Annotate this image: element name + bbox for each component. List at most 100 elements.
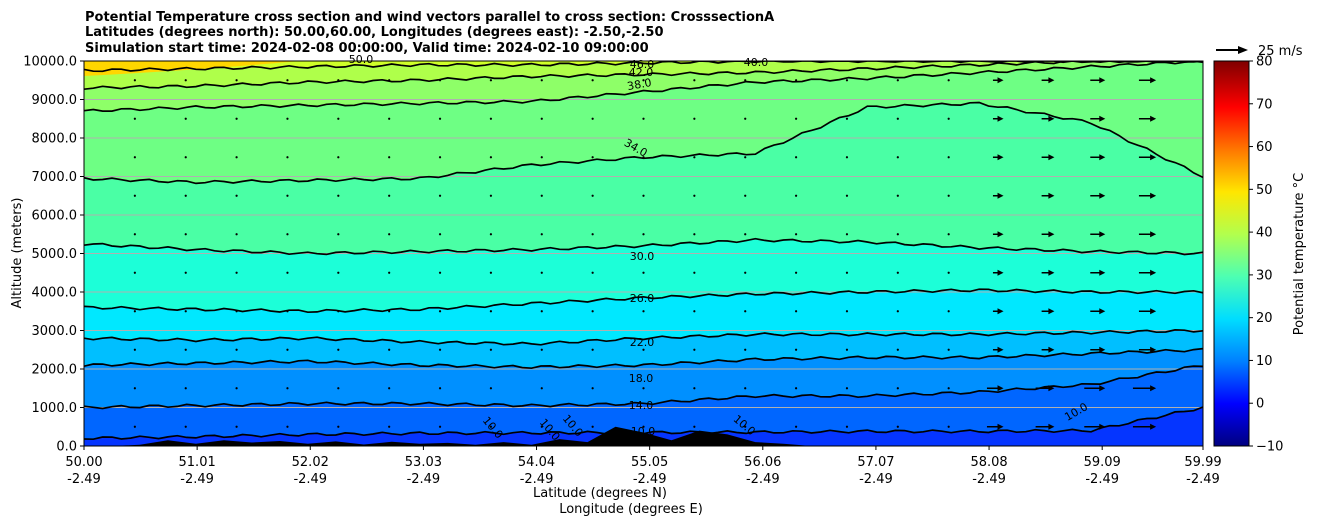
gridlines (84, 99, 1203, 408)
x-axis-label-latitude: Latitude (degrees N) (533, 486, 667, 501)
colorbar-gradient (1214, 61, 1249, 446)
wind-vector (947, 310, 950, 313)
colorbar-label: Potential temperature °C (1292, 173, 1307, 336)
wind-vector (438, 348, 442, 351)
wind-vector (845, 271, 849, 274)
wind-vector (438, 117, 442, 120)
wind-vector-head (1150, 308, 1157, 315)
wind-vector (184, 117, 187, 120)
contour-line (84, 237, 1203, 256)
quiver-key[interactable]: 25 m/s (1216, 44, 1303, 59)
x-tick-sublabel: -2.49 (407, 472, 441, 487)
wind-vector (642, 79, 645, 82)
x-tick-label: 52.02 (292, 455, 329, 470)
wind-vector (947, 233, 950, 236)
wind-vector (591, 310, 594, 313)
wind-vector (133, 310, 136, 313)
colorbar-tick-label: 30 (1256, 268, 1273, 283)
wind-vector (235, 387, 238, 390)
terrain-silhouette (84, 426, 1203, 446)
colorbar-tick-label: −10 (1256, 440, 1283, 455)
wind-vector (845, 156, 849, 159)
wind-vector (540, 425, 543, 428)
x-tick-sublabel: -2.49 (180, 472, 214, 487)
wind-vector (337, 117, 340, 120)
wind-vector (337, 156, 340, 159)
wind-vector (438, 425, 442, 428)
wind-vector (438, 310, 442, 313)
wind-vector (794, 194, 798, 197)
wind-vector (235, 271, 238, 274)
wind-vector (744, 79, 747, 82)
wind-vector (642, 194, 645, 197)
wind-vector (591, 79, 594, 82)
wind-vector (489, 117, 493, 120)
wind-vector (540, 233, 543, 236)
wind-vector-head (1099, 154, 1106, 161)
title-line-3: Simulation start time: 2024-02-08 00:00:… (85, 41, 649, 56)
x-tick-sublabel: -2.49 (633, 472, 667, 487)
wind-vector (388, 348, 391, 351)
wind-vector-head (1048, 308, 1055, 315)
wind-vector (642, 271, 645, 274)
wind-vector-head (997, 423, 1004, 430)
wind-vector (845, 117, 849, 120)
wind-vector (794, 387, 798, 390)
wind-vector-head (1150, 423, 1157, 430)
x-tick-label: 56.06 (744, 455, 781, 470)
wind-vector-head (997, 231, 1004, 238)
wind-vector (388, 194, 391, 197)
wind-vector (286, 310, 289, 313)
plot-area (84, 61, 1203, 446)
x-tick-sublabel: -2.49 (520, 472, 554, 487)
wind-vector-head (997, 269, 1004, 276)
wind-vector (286, 156, 289, 159)
wind-vector-head (1048, 385, 1055, 392)
wind-vector (235, 310, 238, 313)
wind-vector (133, 156, 136, 159)
colorbar-tick-label: 10 (1256, 354, 1273, 369)
wind-vector-head (1099, 346, 1106, 353)
wind-vector (235, 194, 238, 197)
contour-label: 38.0 (626, 76, 652, 93)
wind-vector (235, 233, 238, 236)
wind-vector (438, 233, 442, 236)
wind-vector (184, 425, 187, 428)
wind-vector (794, 425, 798, 428)
wind-vector (744, 233, 747, 236)
x-tick-label: 59.99 (1184, 455, 1221, 470)
chart-title: Potential Temperature cross section and … (85, 10, 774, 56)
wind-vector-head (1150, 154, 1157, 161)
wind-vector (744, 156, 747, 159)
wind-vector-head (997, 192, 1004, 199)
wind-vector (489, 194, 493, 197)
wind-vector (947, 194, 950, 197)
wind-vector (744, 348, 747, 351)
x-axis: 50.00 -2.49 51.01 -2.49 52.02 -2.49 53.03 -2.49… (65, 446, 1222, 487)
wind-vector (642, 425, 645, 428)
wind-vector-head (1048, 192, 1055, 199)
wind-vector (947, 387, 950, 390)
quiver-key-label: 25 m/s (1258, 44, 1303, 59)
x-tick-label: 58.08 (970, 455, 1007, 470)
wind-vector-head (1048, 115, 1055, 122)
x-tick-sublabel: -2.49 (859, 472, 893, 487)
wind-vector (133, 387, 136, 390)
colorbar-frame (1213, 60, 1250, 447)
wind-vector (591, 425, 594, 428)
x-tick-label: 50.00 (65, 455, 102, 470)
contour-label: 30.0 (630, 250, 655, 263)
wind-vector (744, 117, 747, 120)
wind-vector (642, 233, 645, 236)
wind-vector (845, 348, 849, 351)
wind-vector-head (997, 115, 1004, 122)
wind-vector (489, 425, 493, 428)
wind-vector (540, 271, 543, 274)
contour-line (84, 329, 1203, 346)
wind-vector (744, 271, 747, 274)
wind-vector-head (1048, 269, 1055, 276)
wind-vector (693, 425, 696, 428)
wind-vector (896, 425, 899, 428)
y-tick-label: 3000.0 (32, 324, 78, 339)
wind-vector (184, 271, 187, 274)
